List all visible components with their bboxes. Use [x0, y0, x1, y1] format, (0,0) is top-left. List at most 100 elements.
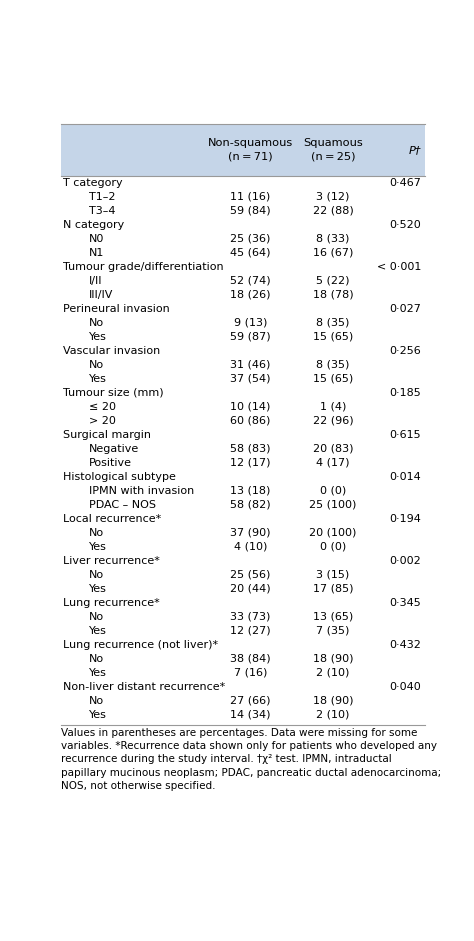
Text: 15 (65): 15 (65)	[313, 374, 353, 384]
Text: N1: N1	[89, 247, 104, 258]
Text: 33 (73): 33 (73)	[230, 612, 271, 622]
Text: 0·027: 0·027	[389, 304, 421, 314]
Text: Tumour size (mm): Tumour size (mm)	[63, 388, 164, 398]
Text: 52 (74): 52 (74)	[230, 276, 271, 286]
Text: No: No	[89, 528, 104, 537]
Text: 58 (82): 58 (82)	[230, 500, 271, 510]
Text: No: No	[89, 654, 104, 663]
Text: 10 (14): 10 (14)	[230, 402, 271, 412]
Text: 12 (17): 12 (17)	[230, 457, 271, 468]
Text: 27 (66): 27 (66)	[230, 695, 271, 706]
Text: 0·615: 0·615	[390, 430, 421, 439]
Text: 38 (84): 38 (84)	[230, 654, 271, 663]
Text: 0·256: 0·256	[389, 346, 421, 356]
Text: Yes: Yes	[89, 667, 107, 678]
Text: Yes: Yes	[89, 583, 107, 594]
Text: 58 (83): 58 (83)	[230, 444, 271, 454]
Text: Yes: Yes	[89, 710, 107, 720]
Text: Local recurrence*: Local recurrence*	[63, 514, 161, 524]
Text: 37 (90): 37 (90)	[230, 528, 271, 537]
Text: 8 (35): 8 (35)	[316, 359, 350, 370]
Text: N category: N category	[63, 220, 124, 230]
Text: 20 (100): 20 (100)	[309, 528, 356, 537]
Text: 18 (78): 18 (78)	[313, 290, 353, 300]
Text: 0·014: 0·014	[389, 471, 421, 482]
Text: 0·040: 0·040	[389, 681, 421, 692]
Text: 31 (46): 31 (46)	[230, 359, 271, 370]
Text: 3 (12): 3 (12)	[316, 192, 350, 202]
Text: 4 (17): 4 (17)	[316, 457, 350, 468]
Text: Values in parentheses are percentages. Data were missing for some
variables. *Re: Values in parentheses are percentages. D…	[61, 728, 441, 790]
Text: 37 (54): 37 (54)	[230, 374, 271, 384]
Text: 16 (67): 16 (67)	[313, 247, 353, 258]
Text: IPMN with invasion: IPMN with invasion	[89, 486, 194, 496]
Text: 0 (0): 0 (0)	[320, 542, 346, 551]
Text: No: No	[89, 318, 104, 327]
Text: 8 (33): 8 (33)	[316, 234, 350, 244]
Text: 60 (86): 60 (86)	[230, 416, 271, 425]
Text: 25 (36): 25 (36)	[230, 234, 271, 244]
Text: 59 (84): 59 (84)	[230, 206, 271, 215]
Bar	[61, 124, 425, 176]
Text: 25 (100): 25 (100)	[309, 500, 356, 510]
Text: Tumour grade/differentiation: Tumour grade/differentiation	[63, 262, 224, 272]
Text: 0·467: 0·467	[389, 178, 421, 188]
Text: 17 (85): 17 (85)	[313, 583, 353, 594]
Text: 7 (35): 7 (35)	[316, 626, 350, 635]
Text: 12 (27): 12 (27)	[230, 626, 271, 635]
Text: T category: T category	[63, 178, 123, 188]
Text: 0·002: 0·002	[389, 556, 421, 566]
Text: Non-liver distant recurrence*: Non-liver distant recurrence*	[63, 681, 225, 692]
Text: 11 (16): 11 (16)	[230, 192, 270, 202]
Text: 0·194: 0·194	[389, 514, 421, 524]
Text: T3–4: T3–4	[89, 206, 115, 215]
Text: 45 (64): 45 (64)	[230, 247, 271, 258]
Text: Lung recurrence*: Lung recurrence*	[63, 598, 160, 608]
Text: 14 (34): 14 (34)	[230, 710, 271, 720]
Text: 7 (16): 7 (16)	[234, 667, 267, 678]
Text: 22 (88): 22 (88)	[312, 206, 353, 215]
Text: 0·345: 0·345	[389, 598, 421, 608]
Text: Yes: Yes	[89, 626, 107, 635]
Text: 4 (10): 4 (10)	[234, 542, 267, 551]
Text: 13 (18): 13 (18)	[230, 486, 271, 496]
Text: Yes: Yes	[89, 374, 107, 384]
Text: No: No	[89, 612, 104, 622]
Text: P†: P†	[409, 145, 421, 155]
Text: < 0·001: < 0·001	[377, 262, 421, 272]
Text: 1 (4): 1 (4)	[320, 402, 346, 412]
Text: Yes: Yes	[89, 332, 107, 342]
Text: 13 (65): 13 (65)	[313, 612, 353, 622]
Text: 2 (10): 2 (10)	[316, 710, 350, 720]
Text: PDAC – NOS: PDAC – NOS	[89, 500, 155, 510]
Text: 20 (83): 20 (83)	[313, 444, 353, 454]
Text: Liver recurrence*: Liver recurrence*	[63, 556, 160, 566]
Text: III/IV: III/IV	[89, 290, 113, 300]
Text: Lung recurrence (not liver)*: Lung recurrence (not liver)*	[63, 640, 218, 649]
Text: 0 (0): 0 (0)	[320, 486, 346, 496]
Text: Non-squamous
(n = 71): Non-squamous (n = 71)	[208, 138, 293, 161]
Text: 0·185: 0·185	[389, 388, 421, 398]
Text: 3 (15): 3 (15)	[316, 569, 349, 580]
Text: 18 (26): 18 (26)	[230, 290, 271, 300]
Text: T1–2: T1–2	[89, 192, 115, 202]
Text: 18 (90): 18 (90)	[313, 695, 353, 706]
Text: 0·520: 0·520	[389, 220, 421, 230]
Text: N0: N0	[89, 234, 104, 244]
Text: I/II: I/II	[89, 276, 102, 286]
Text: Vascular invasion: Vascular invasion	[63, 346, 160, 356]
Text: 5 (22): 5 (22)	[316, 276, 350, 286]
Text: 22 (96): 22 (96)	[313, 416, 353, 425]
Text: 25 (56): 25 (56)	[230, 569, 271, 580]
Text: Squamous
(n = 25): Squamous (n = 25)	[303, 138, 363, 161]
Text: Histological subtype: Histological subtype	[63, 471, 176, 482]
Text: 9 (13): 9 (13)	[234, 318, 267, 327]
Text: Yes: Yes	[89, 542, 107, 551]
Text: No: No	[89, 359, 104, 370]
Text: Positive: Positive	[89, 457, 132, 468]
Text: Negative: Negative	[89, 444, 139, 454]
Text: 8 (35): 8 (35)	[316, 318, 350, 327]
Text: 59 (87): 59 (87)	[230, 332, 271, 342]
Text: 20 (44): 20 (44)	[230, 583, 271, 594]
Text: ≤ 20: ≤ 20	[89, 402, 116, 412]
